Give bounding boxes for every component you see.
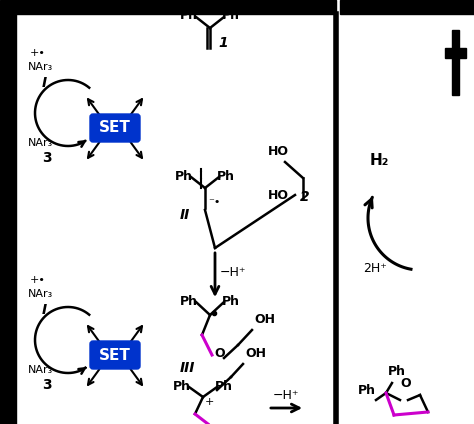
FancyBboxPatch shape [90,114,140,142]
Text: Ph: Ph [222,9,240,22]
Text: ⁻•: ⁻• [208,197,220,207]
Text: Ph: Ph [215,380,233,393]
Text: Ph: Ph [222,295,240,308]
Text: −H⁺: −H⁺ [220,267,246,279]
Text: Ph: Ph [180,9,198,22]
Bar [445,48,466,58]
Bar [340,0,474,14]
Bar [0,0,16,424]
Text: SET: SET [99,348,131,363]
Text: HO: HO [268,189,289,202]
Text: Ph: Ph [180,295,198,308]
Text: NAr₃: NAr₃ [28,138,53,148]
Text: +: + [205,397,214,407]
Bar [452,30,459,95]
Text: NAr₃: NAr₃ [28,62,53,72]
Text: −H⁺: −H⁺ [273,389,300,402]
Text: 1: 1 [218,36,228,50]
Text: OH: OH [245,347,266,360]
Text: Ph: Ph [388,365,406,378]
Text: H₂: H₂ [370,153,389,168]
Text: OH: OH [254,313,275,326]
Text: Ph: Ph [358,384,376,397]
Text: I: I [42,303,47,317]
Text: 3: 3 [42,378,52,392]
Text: +•: +• [30,275,46,285]
Bar [16,0,336,14]
Text: 2: 2 [300,190,310,204]
FancyBboxPatch shape [90,341,140,369]
Text: III: III [180,361,195,375]
Text: O: O [214,347,225,360]
Text: HO: HO [268,145,289,158]
Text: Ph: Ph [173,380,191,393]
Text: O: O [400,377,410,390]
Text: Ph: Ph [175,170,193,183]
Text: SET: SET [99,120,131,136]
Text: I: I [42,76,47,90]
Text: +•: +• [30,48,46,58]
Text: II: II [180,208,190,222]
Text: 3: 3 [42,151,52,165]
Text: Ph: Ph [217,170,235,183]
Text: 2H⁺: 2H⁺ [363,262,387,275]
Text: NAr₃: NAr₃ [28,289,53,299]
Text: NAr₃: NAr₃ [28,365,53,375]
